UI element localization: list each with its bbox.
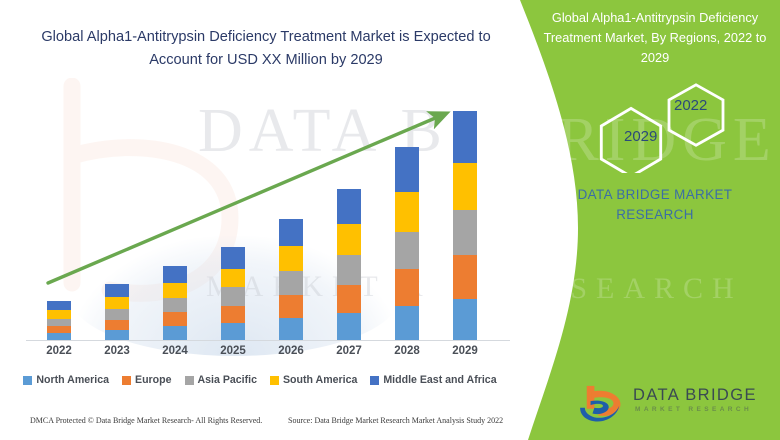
bar-2028[interactable] xyxy=(395,147,419,340)
bar-segment xyxy=(221,322,245,340)
legend-item[interactable]: South America xyxy=(269,374,358,386)
databridge-logo: DATA BRIDGE MARKET RESEARCH xyxy=(577,382,772,426)
bar-segment xyxy=(163,298,187,313)
bar-segment xyxy=(163,283,187,299)
chart-legend: North America Europe Asia Pacific South Ame… xyxy=(0,374,520,386)
bar-segment xyxy=(221,268,245,288)
bar-segment xyxy=(453,298,477,340)
x-axis-label-2027: 2027 xyxy=(336,345,362,357)
legend-label: Asia Pacific xyxy=(197,374,257,386)
logo-subtitle: MARKET RESEARCH xyxy=(635,406,753,413)
bar-2024[interactable] xyxy=(163,266,187,340)
bar-segment xyxy=(337,255,361,286)
bar-segment xyxy=(279,294,303,318)
legend-label: North America xyxy=(36,374,109,386)
bar-2025[interactable] xyxy=(221,247,245,340)
bar-segment xyxy=(395,147,419,193)
panel-content: BRIDGE RESEARCH Global Alpha1-Antitrypsi… xyxy=(510,0,780,440)
bar-segment xyxy=(279,317,303,340)
bar-segment xyxy=(105,308,129,320)
bar-segment xyxy=(105,297,129,309)
bar-segment xyxy=(453,111,477,163)
bar-segment xyxy=(163,326,187,340)
x-axis-label-2024: 2024 xyxy=(162,345,188,357)
bars-container xyxy=(47,111,477,340)
bar-segment xyxy=(395,231,419,269)
legend-item[interactable]: Middle East and Africa xyxy=(370,374,497,386)
logo-name: DATA BRIDGE xyxy=(633,386,757,404)
legend-label: Middle East and Africa xyxy=(383,374,497,386)
legend-item[interactable]: Europe xyxy=(122,374,172,386)
panel-title: Global Alpha1-Antitrypsin Deficiency Tre… xyxy=(543,10,767,65)
bar-segment xyxy=(453,162,477,210)
bar-segment xyxy=(221,247,245,269)
bar-segment xyxy=(105,319,129,331)
bar-segment xyxy=(105,284,129,298)
stacked-bar-chart: 2022 2023 2024 2025 2026 2027 2028 2029 xyxy=(26,111,510,357)
bar-segment xyxy=(47,326,71,334)
legend-swatch-icon xyxy=(370,375,380,385)
bar-segment xyxy=(337,224,361,256)
bar-segment xyxy=(221,287,245,306)
bar-segment xyxy=(395,192,419,232)
hexagon-badges: 2029 2022 xyxy=(520,78,780,179)
bar-segment xyxy=(337,189,361,225)
bar-segment xyxy=(395,305,419,340)
bar-2029[interactable] xyxy=(453,111,477,340)
x-axis-label-2025: 2025 xyxy=(220,345,246,357)
legend-item[interactable]: North America xyxy=(23,374,109,386)
hex-label-2022: 2022 xyxy=(674,97,708,114)
bar-segment xyxy=(279,246,303,272)
hexagon-outlines-icon xyxy=(599,83,725,179)
bar-segment xyxy=(279,271,303,295)
bar-segment xyxy=(337,312,361,340)
source-note: Source: Data Bridge Market Research Mark… xyxy=(288,416,504,425)
legend-item[interactable]: Asia Pacific xyxy=(184,374,257,386)
bar-segment xyxy=(337,285,361,313)
bar-segment xyxy=(47,318,71,327)
x-axis-label-2029: 2029 xyxy=(452,345,478,357)
legend-swatch-icon xyxy=(23,375,33,385)
bar-2026[interactable] xyxy=(279,218,303,340)
dmca-notice: DMCA Protected © Data Bridge Market Rese… xyxy=(30,416,263,425)
bar-segment xyxy=(453,209,477,255)
panel-brand-name: DATA BRIDGE MARKET RESEARCH xyxy=(530,185,780,225)
bar-segment xyxy=(453,254,477,299)
panel-brand-line2: RESEARCH xyxy=(616,207,694,223)
x-axis-label-2028: 2028 xyxy=(394,345,420,357)
panel-brand-line1: DATA BRIDGE MARKET xyxy=(577,187,733,202)
hex-label-2029: 2029 xyxy=(624,128,658,145)
bar-2022[interactable] xyxy=(47,300,71,340)
bar-segment xyxy=(163,266,187,284)
bar-segment xyxy=(395,268,419,306)
x-axis-label-2023: 2023 xyxy=(104,345,130,357)
bar-segment xyxy=(47,333,71,340)
legend-label: Europe xyxy=(135,374,172,386)
bar-2027[interactable] xyxy=(337,189,361,340)
bar-segment xyxy=(105,330,129,340)
x-axis-label-2022: 2022 xyxy=(46,345,72,357)
legend-swatch-icon xyxy=(122,375,131,385)
bar-segment xyxy=(163,312,187,327)
x-axis-line xyxy=(26,340,510,341)
bar-segment xyxy=(221,305,245,323)
legend-swatch-icon xyxy=(184,375,194,385)
bar-segment xyxy=(279,218,303,247)
x-axis-label-2026: 2026 xyxy=(278,345,304,357)
legend-label: South America xyxy=(282,374,358,386)
bar-segment xyxy=(47,310,71,319)
bar-2023[interactable] xyxy=(105,284,129,340)
databridge-logo-mark-icon xyxy=(580,385,621,422)
bar-segment xyxy=(47,300,71,311)
panel-watermark-big: BRIDGE xyxy=(510,106,777,174)
page-title: Global Alpha1-Antitrypsin Deficiency Tre… xyxy=(41,29,491,68)
legend-swatch-icon xyxy=(269,375,279,385)
panel-watermark-small: RESEARCH xyxy=(514,272,743,305)
